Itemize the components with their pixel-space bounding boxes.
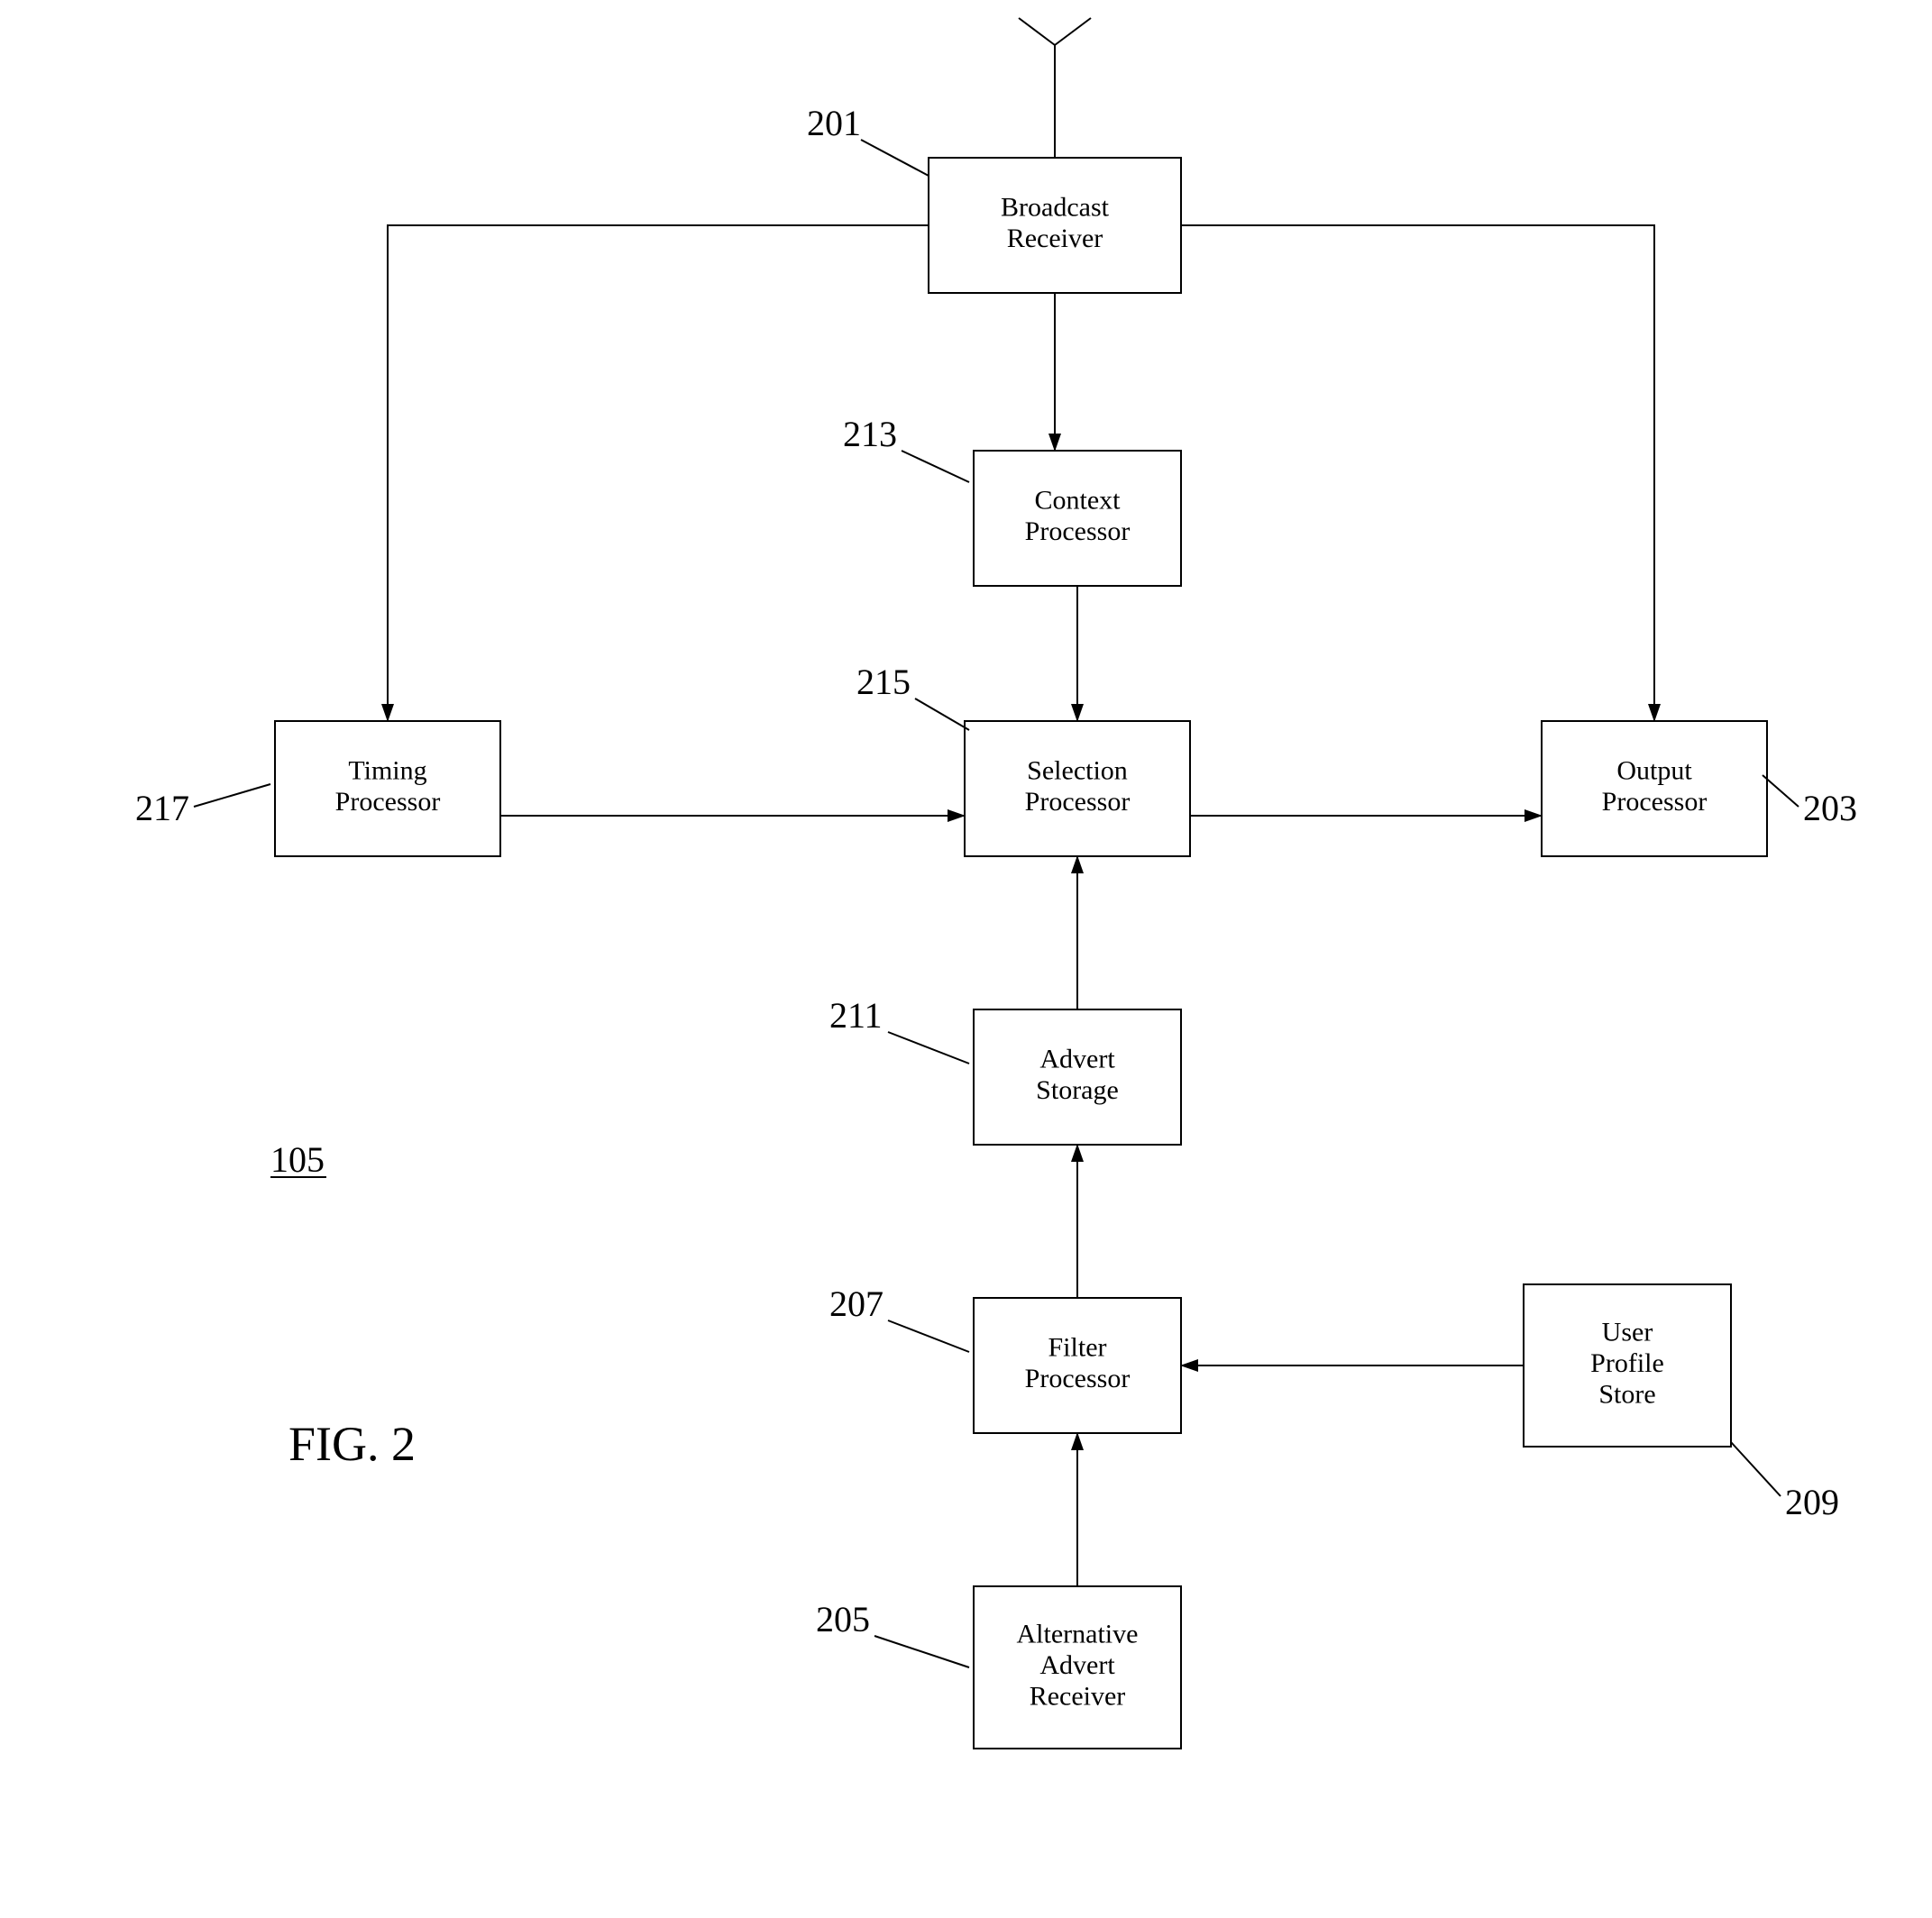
- ref-label-213: 213: [843, 414, 969, 482]
- node-context_processor: ContextProcessor: [974, 451, 1181, 586]
- node-advert_storage-label-1: Storage: [1036, 1075, 1119, 1105]
- node-timing_processor-label-1: Processor: [335, 787, 441, 817]
- edge-broadcast_receiver-to-output_processor: [1181, 225, 1654, 721]
- nodes-layer: BroadcastReceiverContextProcessorSelecti…: [275, 158, 1767, 1749]
- node-timing_processor: TimingProcessor: [275, 721, 500, 856]
- ref-lead-213: [902, 451, 969, 482]
- ref-label-205: 205: [816, 1599, 969, 1667]
- node-context_processor-label-1: Processor: [1025, 516, 1131, 546]
- node-filter_processor-label-0: Filter: [1048, 1333, 1107, 1363]
- node-filter_processor: FilterProcessor: [974, 1298, 1181, 1433]
- node-user_profile_store-label-0: User: [1602, 1317, 1653, 1347]
- node-timing_processor-label-0: Timing: [348, 756, 426, 786]
- ref-number-205: 205: [816, 1599, 870, 1639]
- node-selection_processor: SelectionProcessor: [965, 721, 1190, 856]
- ref-number-211: 211: [829, 995, 883, 1036]
- ref-label-215: 215: [856, 662, 969, 730]
- ref-lead-211: [888, 1032, 969, 1064]
- antenna-icon: [1019, 18, 1091, 158]
- ref-label-207: 207: [829, 1283, 969, 1352]
- ref-lead-217: [194, 784, 270, 807]
- node-filter_processor-label-1: Processor: [1025, 1364, 1131, 1393]
- node-broadcast_receiver-label-0: Broadcast: [1001, 193, 1110, 223]
- block-diagram: BroadcastReceiverContextProcessorSelecti…: [0, 0, 1932, 1918]
- node-selection_processor-label-1: Processor: [1025, 787, 1131, 817]
- ref-number-217: 217: [135, 788, 189, 828]
- ref-number-213: 213: [843, 414, 897, 454]
- ref-lead-201: [861, 140, 929, 176]
- system-ref: 105: [270, 1139, 326, 1180]
- node-output_processor: OutputProcessor: [1542, 721, 1767, 856]
- ref-lead-209: [1731, 1442, 1781, 1496]
- system-ref-number: 105: [270, 1139, 325, 1180]
- ref-label-211: 211: [829, 995, 969, 1064]
- ref-number-201: 201: [807, 103, 861, 143]
- node-alt_advert_receiver-label-0: Alternative: [1017, 1619, 1139, 1649]
- ref-label-209: 209: [1731, 1442, 1839, 1522]
- node-alt_advert_receiver: AlternativeAdvertReceiver: [974, 1586, 1181, 1749]
- edge-broadcast_receiver-to-timing_processor: [388, 225, 929, 721]
- ref-number-207: 207: [829, 1283, 884, 1324]
- ref-label-201: 201: [807, 103, 929, 176]
- node-broadcast_receiver: BroadcastReceiver: [929, 158, 1181, 293]
- ref-number-215: 215: [856, 662, 911, 702]
- node-user_profile_store: UserProfileStore: [1524, 1284, 1731, 1447]
- node-broadcast_receiver-label-1: Receiver: [1007, 224, 1103, 253]
- node-user_profile_store-label-2: Store: [1598, 1379, 1655, 1409]
- ref-lead-205: [874, 1636, 969, 1667]
- node-advert_storage: AdvertStorage: [974, 1009, 1181, 1145]
- node-alt_advert_receiver-label-1: Advert: [1039, 1650, 1115, 1680]
- ref-lead-215: [915, 699, 969, 730]
- node-advert_storage-label-0: Advert: [1039, 1045, 1115, 1074]
- figure-label: FIG. 2: [288, 1417, 416, 1471]
- ref-label-217: 217: [135, 784, 270, 828]
- ref-lead-207: [888, 1320, 969, 1352]
- ref-number-203: 203: [1803, 788, 1857, 828]
- node-alt_advert_receiver-label-2: Receiver: [1030, 1681, 1126, 1711]
- node-output_processor-label-1: Processor: [1602, 787, 1708, 817]
- node-user_profile_store-label-1: Profile: [1590, 1348, 1664, 1378]
- ref-number-209: 209: [1785, 1482, 1839, 1522]
- node-output_processor-label-0: Output: [1616, 756, 1692, 786]
- ref-label-203: 203: [1763, 775, 1857, 828]
- node-context_processor-label-0: Context: [1035, 486, 1122, 516]
- node-selection_processor-label-0: Selection: [1027, 756, 1128, 786]
